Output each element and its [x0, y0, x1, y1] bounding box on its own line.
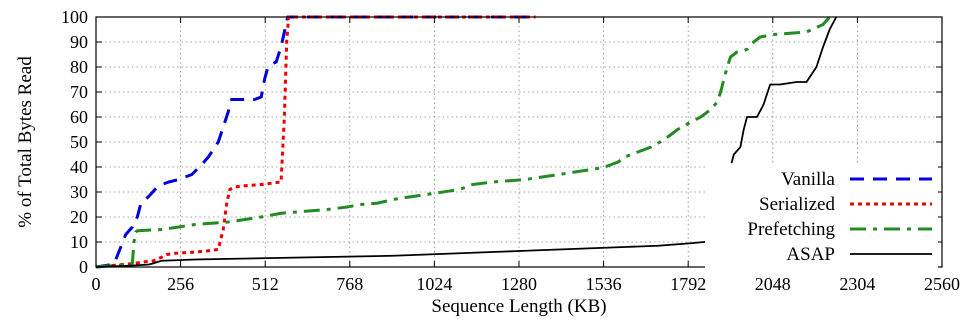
- x-tick-label: 512: [252, 274, 279, 294]
- y-tick-label: 70: [70, 82, 88, 102]
- x-tick-label: 1792: [670, 274, 706, 294]
- x-tick-label: 1536: [586, 274, 622, 294]
- x-tick-label: 256: [167, 274, 194, 294]
- x-tick-label: 1024: [416, 274, 452, 294]
- y-tick-labels: 0 10 20 30 40 50 60 70 80 90 100: [61, 7, 88, 277]
- y-tick-label: 10: [70, 232, 88, 252]
- y-tick-label: 30: [70, 182, 88, 202]
- x-tick-label: 2048: [755, 274, 791, 294]
- series-line-asap: [95, 16, 838, 268]
- x-tick-label: 1280: [501, 274, 537, 294]
- legend-label-asap: ASAP: [786, 244, 835, 265]
- legend-label-prefetching: Prefetching: [747, 219, 835, 240]
- y-tick-label: 90: [70, 32, 88, 52]
- series-layer: [95, 15, 838, 269]
- x-tick-label: 0: [92, 274, 101, 294]
- legend-label-vanilla: Vanilla: [781, 169, 835, 190]
- x-tick-label: 768: [336, 274, 363, 294]
- y-tick-label: 60: [70, 107, 88, 127]
- legend: Vanilla Serialized Prefetching ASAP: [705, 163, 938, 269]
- series-line-vanilla: [95, 15, 536, 269]
- legend-background: [705, 163, 938, 269]
- y-tick-label: 80: [70, 57, 88, 77]
- y-axis-label: % of Total Bytes Read: [15, 56, 36, 228]
- y-tick-label: 40: [70, 157, 88, 177]
- x-tick-label: 2560: [924, 274, 960, 294]
- y-tick-label: 50: [70, 132, 88, 152]
- series-line-serialized: [95, 15, 536, 269]
- y-tick-label: 20: [70, 207, 88, 227]
- series-line-prefetching: [95, 16, 831, 269]
- legend-label-serialized: Serialized: [759, 194, 835, 215]
- x-tick-labels: 0 256 512 768 1024 1280 1536 1792 2048 2304 2560: [92, 274, 961, 294]
- x-tick-label: 2304: [839, 274, 875, 294]
- y-tick-label: 0: [79, 257, 88, 277]
- x-axis-label: Sequence Length (KB): [431, 296, 606, 317]
- ticks: [95, 16, 943, 268]
- y-tick-label: 100: [61, 7, 88, 27]
